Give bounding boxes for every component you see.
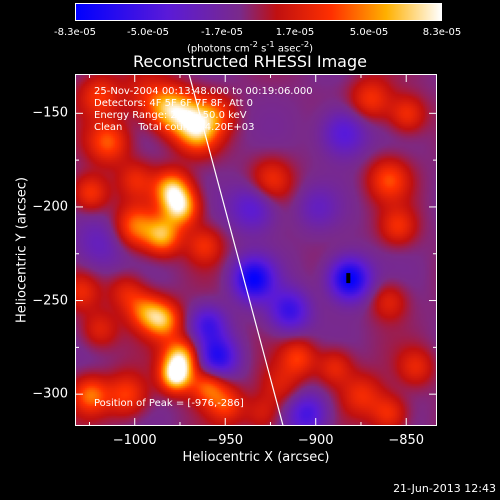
colorbar-tick: 8.3e-05 <box>422 27 462 38</box>
x-axis-label: Heliocentric X (arcsec) <box>182 450 330 465</box>
y-tick-label: −150 <box>32 105 68 121</box>
y-tick-label: −250 <box>32 293 68 309</box>
colorbar-tick: -5.0e-05 <box>127 27 169 38</box>
colorbar-tick: 1.7e-05 <box>275 27 315 38</box>
minimum-marker <box>346 273 351 284</box>
plot-frame <box>75 74 437 426</box>
y-tick-label: −200 <box>32 199 68 215</box>
timestamp: 21-Jun-2013 12:43 <box>393 482 496 495</box>
colorbar-gradient <box>76 4 441 20</box>
colorbar-tick: -8.3e-05 <box>54 27 96 38</box>
y-axis-label: Heliocentric Y (arcsec) <box>14 177 30 323</box>
solar-limb-line <box>188 74 284 426</box>
x-tick-label: −900 <box>297 433 334 448</box>
x-tick-label: −1000 <box>112 433 157 448</box>
y-tick-label: −300 <box>32 386 68 402</box>
info-energy-range: Energy Range: 25.0 - 50.0 keV <box>94 110 247 121</box>
peak-position: Position of Peak = [-976,-286] <box>94 398 244 409</box>
chart-title: Reconstructed RHESSI Image <box>133 52 367 71</box>
plot-overlay <box>75 74 437 426</box>
colorbar-tick: 5.0e-05 <box>349 27 389 38</box>
x-tick-label: −950 <box>207 433 244 448</box>
colorbar <box>75 3 442 21</box>
heatmap-image <box>75 74 437 426</box>
colorbar-tick: -1.7e-05 <box>201 27 243 38</box>
info-total-counts: Clean Total counts: 4.20E+03 <box>94 122 255 133</box>
plot-area <box>75 74 437 426</box>
info-time-range: 25-Nov-2004 00:13:48.000 to 00:19:06.000 <box>94 86 313 97</box>
info-detectors: Detectors: 4F 5F 6F 7F 8F, Att 0 <box>94 98 254 109</box>
colorbar-units: (photons cm-2 s-1 asec-2) <box>186 39 314 55</box>
x-tick-label: −850 <box>388 433 425 448</box>
